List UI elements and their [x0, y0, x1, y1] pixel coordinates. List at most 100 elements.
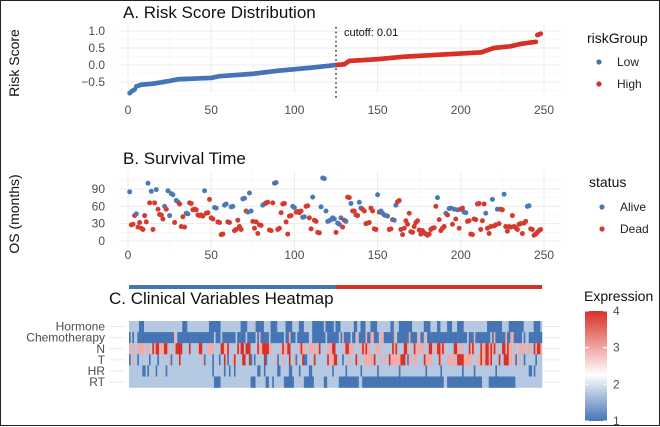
heatmap-cell — [530, 354, 533, 366]
heatmap-cell — [312, 321, 315, 333]
heatmap-cell — [380, 321, 383, 333]
heatmap-cell — [150, 376, 153, 388]
heatmap-cell — [505, 343, 508, 355]
survival-point-dead — [400, 232, 406, 238]
heatmap-cell — [182, 365, 185, 377]
heatmap-cell — [300, 354, 303, 366]
heatmap-cell — [488, 332, 491, 344]
heatmap-cell — [523, 354, 526, 366]
heatmap-cell — [533, 321, 536, 333]
heatmap-cell — [485, 332, 488, 344]
heatmap-cell — [380, 376, 383, 388]
heatmap-cell — [298, 343, 301, 355]
heatmap-cell — [253, 343, 256, 355]
heatmap-cell — [280, 343, 283, 355]
heatmap-cell — [490, 354, 493, 366]
survival-point-dead — [529, 226, 535, 232]
heatmap-cell — [528, 365, 531, 377]
survival-point-alive — [133, 211, 139, 217]
survival-point-dead — [478, 226, 484, 232]
survival-point-dead — [486, 230, 492, 236]
heatmap-cell — [295, 321, 298, 333]
heatmap-cell — [148, 343, 151, 355]
heatmap-cell — [538, 332, 541, 344]
heatmap-cell — [390, 321, 393, 333]
heatmap-cell — [487, 365, 490, 377]
legend-title-riskgroup: riskGroup — [587, 30, 648, 46]
survival-point-alive — [489, 196, 495, 202]
heatmap-cell — [363, 354, 366, 366]
heatmap-cell — [143, 376, 146, 388]
heatmap-cell — [323, 376, 326, 388]
heatmap-cell — [467, 376, 470, 388]
heatmap-cell — [207, 376, 210, 388]
heatmap-cell — [138, 365, 141, 377]
heatmap-cell — [307, 365, 310, 377]
survival-point-alive — [291, 204, 297, 210]
heatmap-cell — [408, 343, 411, 355]
survival-point-dead — [481, 201, 487, 207]
heatmap-cell — [363, 365, 366, 377]
heatmap-cell — [465, 376, 468, 388]
heatmap-cell — [435, 376, 438, 388]
heatmap-cell — [485, 321, 488, 333]
heatmap-cell — [210, 354, 213, 366]
heatmap-cell — [270, 321, 273, 333]
heatmap-cell — [240, 332, 243, 344]
heatmap-cell — [285, 365, 288, 377]
heatmap-cell — [232, 332, 235, 344]
heatmap-cell — [497, 343, 500, 355]
heatmap-cell — [487, 376, 490, 388]
heatmap-cell — [252, 321, 255, 333]
heatmap-cell — [483, 354, 486, 366]
heatmap-cell — [450, 365, 453, 377]
heatmap-cell — [320, 365, 323, 377]
heatmap-cell — [498, 354, 501, 366]
heatmap-cell — [490, 376, 493, 388]
heatmap-cell — [245, 365, 248, 377]
heatmap-cell — [467, 332, 470, 344]
heatmap-cell — [150, 343, 153, 355]
heatmap-cell — [500, 354, 503, 366]
heatmap-cell — [303, 376, 306, 388]
heatmap-cell — [463, 365, 466, 377]
heatmap-cell — [375, 376, 378, 388]
heatmap-cell — [250, 376, 253, 388]
heatmap-cell — [527, 376, 529, 388]
heatmap-cell — [348, 376, 351, 388]
heatmap-cell — [213, 376, 216, 388]
heatmap-cell — [462, 365, 465, 377]
heatmap-cell — [275, 365, 278, 377]
heatmap-cell — [477, 354, 480, 366]
heatmap-cell — [508, 354, 511, 366]
survival-point-alive — [223, 201, 229, 207]
heatmap-cell — [265, 376, 268, 388]
heatmap-cell — [177, 332, 180, 344]
heatmap-cell — [245, 332, 248, 344]
heatmap-cell — [257, 354, 260, 366]
heatmap-cell — [265, 332, 268, 344]
ytick-label: 1.0 — [88, 24, 105, 38]
heatmap-cell — [432, 365, 435, 377]
heatmap-cell — [272, 365, 275, 377]
heatmap-cell — [453, 321, 456, 333]
heatmap-cell — [428, 332, 431, 344]
heatmap-cell — [368, 365, 371, 377]
heatmap-cell — [322, 376, 325, 388]
heatmap-cell — [440, 321, 443, 333]
heatmap-cell — [143, 354, 146, 366]
heatmap-cell — [193, 365, 196, 377]
heatmap-cell — [353, 365, 356, 377]
survival-point-dead — [150, 226, 156, 232]
heatmap-cell — [445, 376, 448, 388]
heatmap-cell — [410, 343, 413, 355]
heatmap-cell — [488, 365, 491, 377]
heatmap-cell — [233, 354, 236, 366]
heatmap-cell — [360, 321, 363, 333]
heatmap-cell — [162, 343, 165, 355]
heatmap-cell — [507, 321, 509, 333]
heatmap-cell — [503, 376, 506, 388]
heatmap-cell — [202, 376, 205, 388]
heatmap-cell — [410, 365, 413, 377]
points-survival-time — [127, 175, 544, 238]
